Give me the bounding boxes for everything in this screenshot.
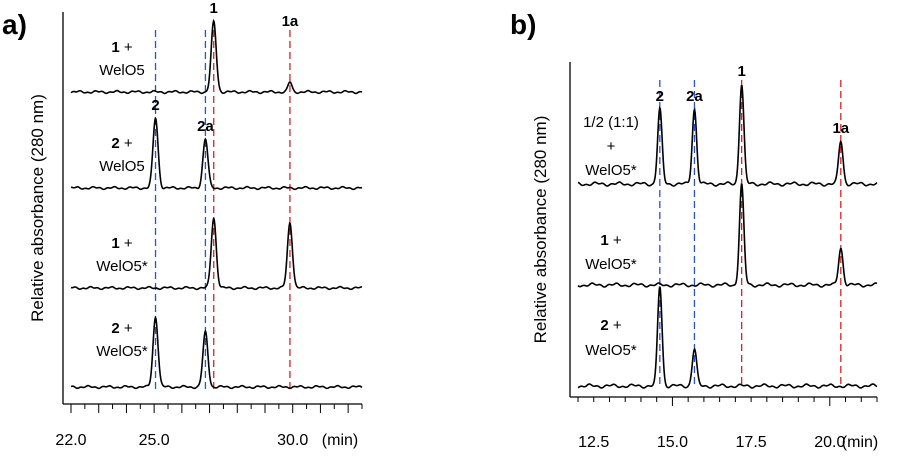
compound-number: 1 [111, 39, 119, 56]
x-tick-label: 30.0 [277, 432, 308, 449]
peak-label-2: 2 [151, 97, 159, 114]
y-axis-label: Relative absorbance (280 nm) [28, 94, 47, 322]
plus-sign: + [609, 317, 622, 334]
x-tick-label: 22.0 [55, 432, 86, 449]
plus-sign: + [120, 39, 133, 56]
compound-number: 2 [600, 317, 608, 334]
plus-sign: + [120, 135, 133, 152]
trace-label-line2: WelO5 [99, 158, 145, 175]
trace-label-line2: WelO5 [99, 62, 145, 79]
trace-label-line1: 2 + [111, 320, 133, 337]
trace-label-line2: WelO5* [585, 256, 637, 273]
x-tick-label: 25.0 [139, 432, 170, 449]
peak-label-2a: 2a [686, 88, 703, 105]
peak-label-1a: 1a [832, 120, 849, 137]
x-axis-unit: (min) [842, 434, 878, 451]
peak-label-1: 1 [737, 63, 745, 80]
trace-label-line1: 1 + [111, 235, 133, 252]
peak-label-2: 2 [656, 88, 664, 105]
trace-label-line2: WelO5* [585, 342, 637, 359]
x-tick-label: 20.0 [814, 434, 845, 451]
trace-3 [577, 286, 878, 389]
trace-label-line1: 2 + [111, 135, 133, 152]
plus-sign: + [609, 232, 622, 249]
trace-label-line2: + [607, 138, 616, 155]
peak-label-1a: 1a [282, 13, 299, 30]
compound-number: 1 [600, 232, 608, 249]
x-tick-label: 15.0 [657, 434, 688, 451]
trace-3 [70, 217, 363, 291]
compound-number: 2 [111, 135, 119, 152]
trace-1 [70, 18, 363, 95]
chart-panel-a: a) Relative absorbance (280 nm) 22.0 25.0 30… [2, 0, 363, 449]
panel-label: b) [510, 9, 536, 40]
x-tick-label: 12.5 [578, 434, 609, 451]
trace-label-line2: WelO5* [96, 343, 148, 360]
trace-label-line3: WelO5* [585, 162, 637, 179]
panel-label: a) [2, 9, 27, 40]
chart-panel-b: b) Relative absorbance (280 nm) 12.5 15.0 17… [510, 9, 878, 451]
trace-4 [70, 315, 363, 390]
trace-1 [577, 84, 878, 187]
plus-sign: + [120, 320, 133, 337]
plus-sign: + [120, 235, 133, 252]
y-axis-label: Relative absorbance (280 nm) [531, 116, 550, 344]
trace-2 [70, 116, 363, 191]
compound-number: 2 [111, 320, 119, 337]
peak-label-1: 1 [210, 0, 218, 17]
trace-label-line1: 1 + [600, 232, 622, 249]
compound-number: 1 [111, 235, 119, 252]
trace-label-line1: 2 + [600, 317, 622, 334]
x-axis-unit: (min) [322, 432, 358, 449]
peak-label-2a: 2a [197, 118, 214, 135]
trace-label-line1: 1/2 (1:1) [583, 114, 639, 131]
trace-label-line2: WelO5* [96, 258, 148, 275]
trace-label-line1: 1 + [111, 39, 133, 56]
trace-2 [577, 183, 878, 288]
x-tick-label: 17.5 [736, 434, 767, 451]
